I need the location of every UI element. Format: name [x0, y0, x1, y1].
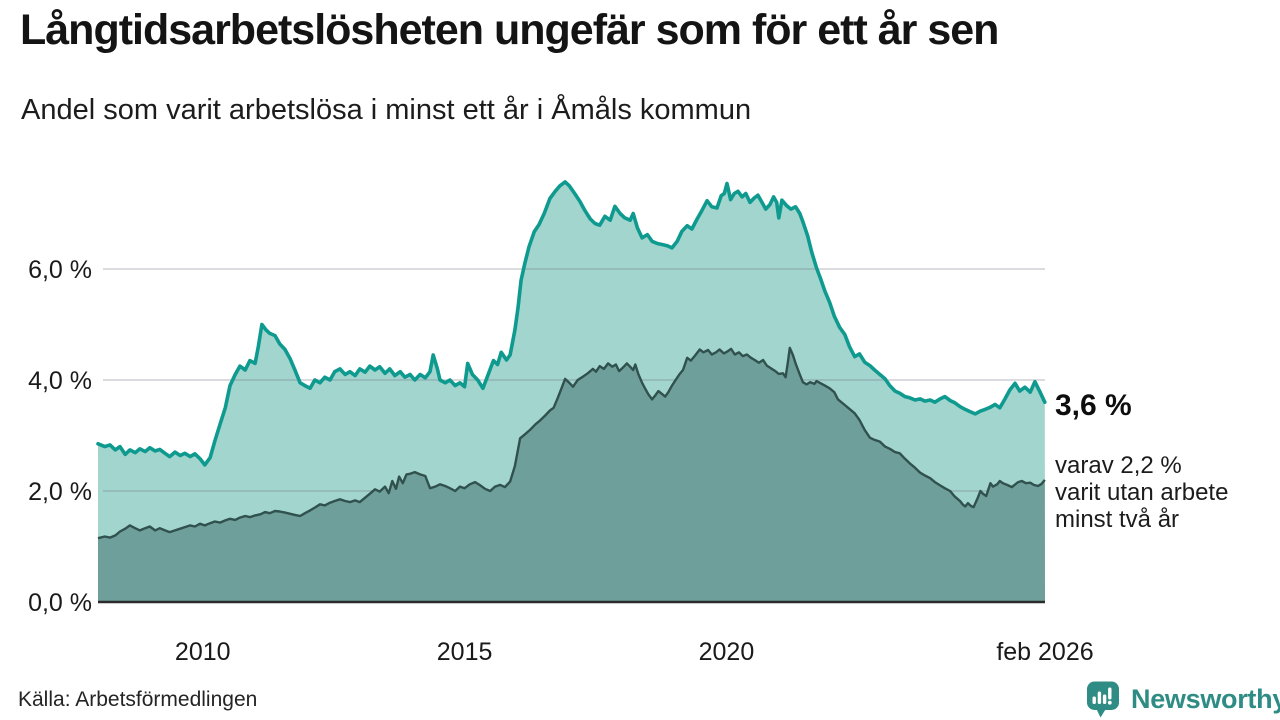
- total-line: [96, 180, 1047, 467]
- end-value-note: varav 2,2 % varit utan arbete minst två …: [1055, 452, 1229, 533]
- logo-exclamation-bar: [1108, 687, 1112, 700]
- newsworthy-logo: Newsworthy: [1084, 680, 1280, 718]
- source-caption: Källa: Arbetsförmedlingen: [18, 688, 258, 711]
- two-year-line: [97, 346, 1046, 540]
- x-axis-label: feb 2026: [996, 638, 1093, 666]
- newsworthy-logo-text: Newsworthy: [1131, 683, 1280, 714]
- logo-exclamation-dot: [1107, 700, 1112, 705]
- y-axis-label: 2,0 %: [28, 478, 92, 506]
- page-subtitle: Andel som varit arbetslösa i minst ett å…: [21, 94, 752, 126]
- x-axis-label: 2015: [437, 638, 493, 666]
- end-value-label: 3,6 %: [1055, 389, 1132, 422]
- logo-bubble-tail: [1095, 707, 1107, 718]
- logo-bar-1: [1092, 696, 1096, 704]
- logo-bar-2: [1097, 691, 1102, 704]
- y-axis-label: 0,0 %: [28, 589, 92, 617]
- logo-bar-3: [1102, 694, 1107, 704]
- page-title: Långtidsarbetslösheten ungefär som för e…: [20, 6, 999, 54]
- two-year-area: [98, 347, 1045, 602]
- y-axis-label: 6,0 %: [28, 256, 92, 284]
- x-axis-label: 2020: [699, 638, 755, 666]
- newsworthy-logo-icon: [1087, 681, 1119, 718]
- y-axis-label: 4,0 %: [28, 367, 92, 395]
- x-axis-label: 2010: [175, 638, 231, 666]
